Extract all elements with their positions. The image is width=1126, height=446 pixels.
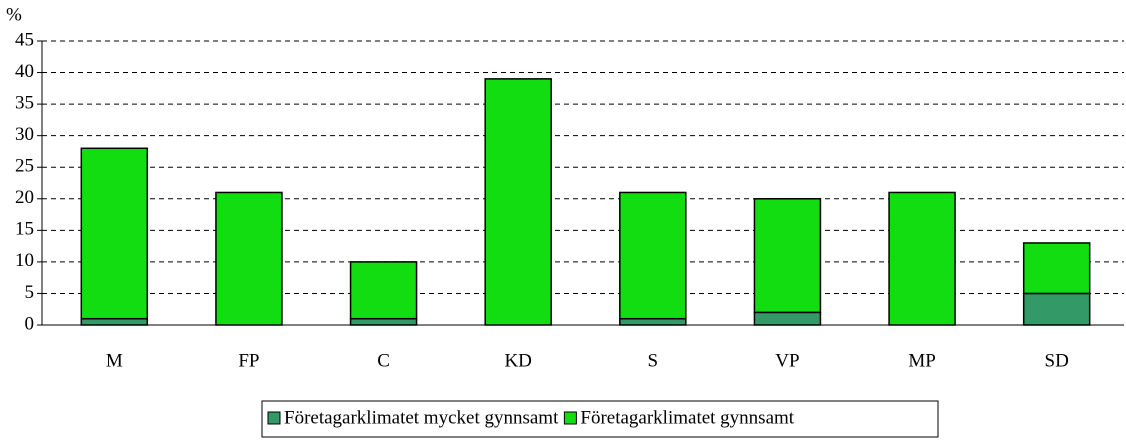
bar-segment xyxy=(80,317,149,326)
x-tick-label: C xyxy=(377,350,390,371)
legend-swatch xyxy=(563,411,577,425)
y-tick-label: 40 xyxy=(15,61,34,82)
bar-segment xyxy=(1022,292,1091,326)
legend-box xyxy=(261,400,939,438)
y-tick-label: 15 xyxy=(15,219,34,240)
y-tick-label: 5 xyxy=(25,282,35,303)
x-tick-label: KD xyxy=(504,350,531,371)
bar-segment xyxy=(753,198,822,314)
bar-segment xyxy=(484,78,552,326)
y-tick-label: 0 xyxy=(25,313,35,334)
bar-segment xyxy=(215,191,283,326)
bar-segment xyxy=(619,317,687,326)
bar-segment xyxy=(888,191,956,326)
bar-segment xyxy=(80,147,149,320)
bar-segment xyxy=(349,317,418,326)
y-tick-label: 35 xyxy=(15,92,34,113)
x-tick-label: VP xyxy=(775,350,799,371)
x-tick-label: M xyxy=(106,350,123,371)
legend-label: Företagarklimatet mycket gynnsamt xyxy=(284,407,559,428)
x-tick-label: MP xyxy=(908,350,935,371)
y-tick-label: 45 xyxy=(15,29,34,50)
bar-segment xyxy=(619,191,687,320)
x-tick-label: FP xyxy=(238,350,259,371)
y-axis-label: % xyxy=(6,4,22,25)
x-tick-label: S xyxy=(648,350,659,371)
y-tick-label: 10 xyxy=(15,250,34,271)
bar-segment xyxy=(753,311,822,326)
bar-segment xyxy=(349,261,418,320)
y-tick-label: 25 xyxy=(15,156,34,177)
y-tick-label: 20 xyxy=(15,187,34,208)
bar-segment xyxy=(1022,242,1091,295)
legend-label: Företagarklimatet gynnsamt xyxy=(580,407,794,428)
legend-swatch xyxy=(267,411,281,425)
y-tick-label: 30 xyxy=(15,124,34,145)
x-tick-label: SD xyxy=(1045,350,1069,371)
